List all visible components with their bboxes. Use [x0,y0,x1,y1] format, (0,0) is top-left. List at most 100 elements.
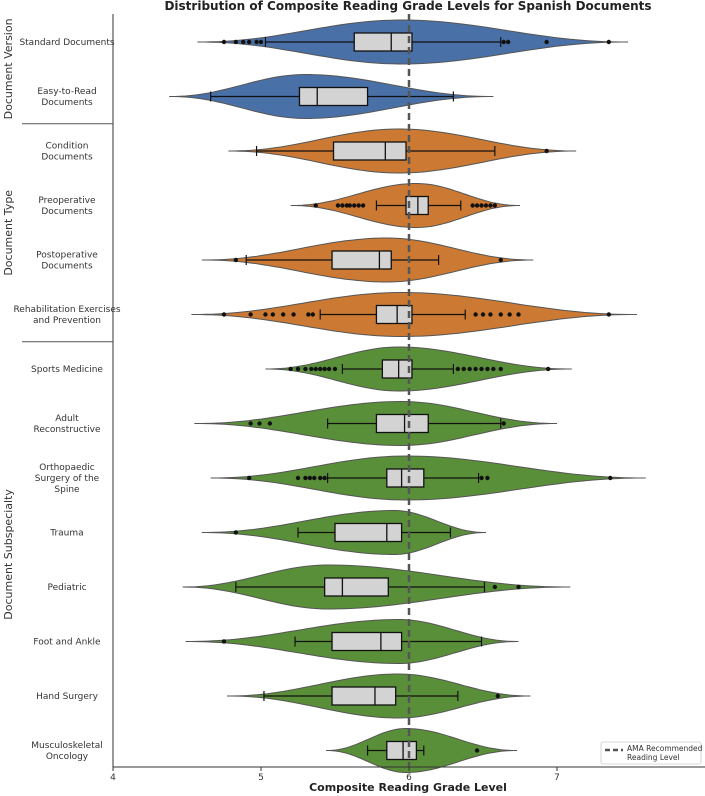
box-4 [331,250,392,270]
outlier-0-5 [258,39,264,45]
outlier-12-0 [495,693,500,699]
outlier-6-13 [479,366,484,372]
box-6 [381,359,413,379]
outlier-6-6 [322,366,327,372]
box-5 [375,304,413,325]
outlier-3-13 [492,203,498,208]
outlier-3-10 [479,203,484,208]
outlier-6-17 [545,366,551,372]
x-tick-label-3: 7 [554,773,560,783]
outlier-6-11 [467,366,472,372]
category-label-3: Preoperative Documents [38,196,96,217]
outlier-7-2 [267,421,273,426]
box-12 [331,686,397,706]
outlier-4-0 [233,257,239,263]
box-8 [386,468,425,488]
outlier-2-0 [544,148,549,154]
box-11 [331,631,403,652]
box-3 [405,195,429,216]
outlier-8-5 [318,475,323,481]
outlier-5-1 [248,312,253,317]
outlier-8-8 [485,475,490,481]
category-label-10: Pediatric [47,583,86,593]
outlier-0-0 [221,39,227,45]
outlier-0-1 [233,39,239,45]
outlier-6-1 [295,366,301,372]
legend: AMA Recommended Reading Level [600,741,703,765]
outlier-9-0 [233,530,239,535]
group-label-0: Document Version [2,18,15,119]
outlier-0-6 [501,39,506,45]
outlier-6-12 [473,366,478,372]
outlier-7-3 [501,421,506,426]
outlier-5-10 [488,312,493,317]
outlier-6-8 [332,366,338,372]
category-label-9: Trauma [49,529,83,539]
outlier-8-7 [479,475,484,481]
category-label-2: Condition Documents [41,142,93,163]
chart-title: Distribution of Composite Reading Grade … [164,0,651,13]
category-label-6: Sports Medicine [31,365,103,375]
category-label-8: Orthopaedic Surgery of the Spine [35,463,100,495]
outlier-8-3 [307,475,313,481]
outlier-5-13 [516,312,521,317]
outlier-0-2 [241,39,246,45]
x-tick-label-2: 6 [406,773,412,783]
outlier-7-0 [248,421,253,426]
outlier-6-7 [326,366,332,372]
outlier-6-0 [288,366,293,372]
outlier-13-0 [474,748,480,753]
box-2 [332,141,407,161]
outlier-5-3 [270,312,276,317]
box-0 [353,32,413,52]
outlier-6-16 [498,366,503,372]
outlier-8-4 [312,475,317,481]
group-label-1: Document Type [2,190,15,276]
outlier-5-4 [281,312,286,317]
category-label-7: Adult Reconstructive [33,414,100,435]
category-label-12: Hand Surgery [36,692,98,702]
outlier-8-6 [322,475,327,481]
legend-frame [600,741,702,765]
box-13 [386,740,418,761]
outlier-3-11 [483,203,489,208]
x-tick-label-1: 5 [258,773,264,783]
outlier-5-11 [498,312,503,317]
outlier-5-9 [480,312,486,317]
outlier-3-5 [352,203,357,208]
outlier-10-1 [516,584,521,590]
category-label-1: Easy-to-Read Documents [37,87,96,108]
box-10 [323,577,389,597]
outlier-3-6 [356,203,361,208]
outlier-6-15 [491,366,496,372]
box-7 [375,413,429,434]
outlier-11-0 [221,639,227,644]
outlier-6-10 [461,366,466,372]
outlier-0-4 [254,39,259,45]
outlier-8-9 [608,475,613,481]
outlier-3-7 [360,203,366,208]
legend-label: AMA Recommended Reading Level [627,744,703,762]
outlier-3-1 [335,203,341,208]
outlier-4-1 [498,257,503,263]
outlier-8-0 [246,475,252,481]
outlier-6-9 [455,366,461,372]
outlier-0-7 [505,39,511,45]
outlier-5-12 [507,312,512,317]
outlier-3-2 [340,203,345,208]
outlier-8-2 [303,475,308,481]
outlier-5-14 [606,312,611,317]
category-label-13: Musculoskeletal Oncology [31,741,103,762]
outlier-3-9 [474,203,480,208]
outlier-3-4 [347,203,352,208]
outlier-6-4 [313,366,318,372]
outlier-0-9 [606,39,611,45]
category-label-4: Postoperative Documents [36,251,98,272]
box-1 [298,86,369,107]
outlier-8-1 [295,475,301,481]
outlier-5-2 [263,312,268,317]
outlier-5-8 [473,312,478,317]
x-tick-label-0: 4 [110,773,116,783]
outlier-6-2 [303,366,308,372]
